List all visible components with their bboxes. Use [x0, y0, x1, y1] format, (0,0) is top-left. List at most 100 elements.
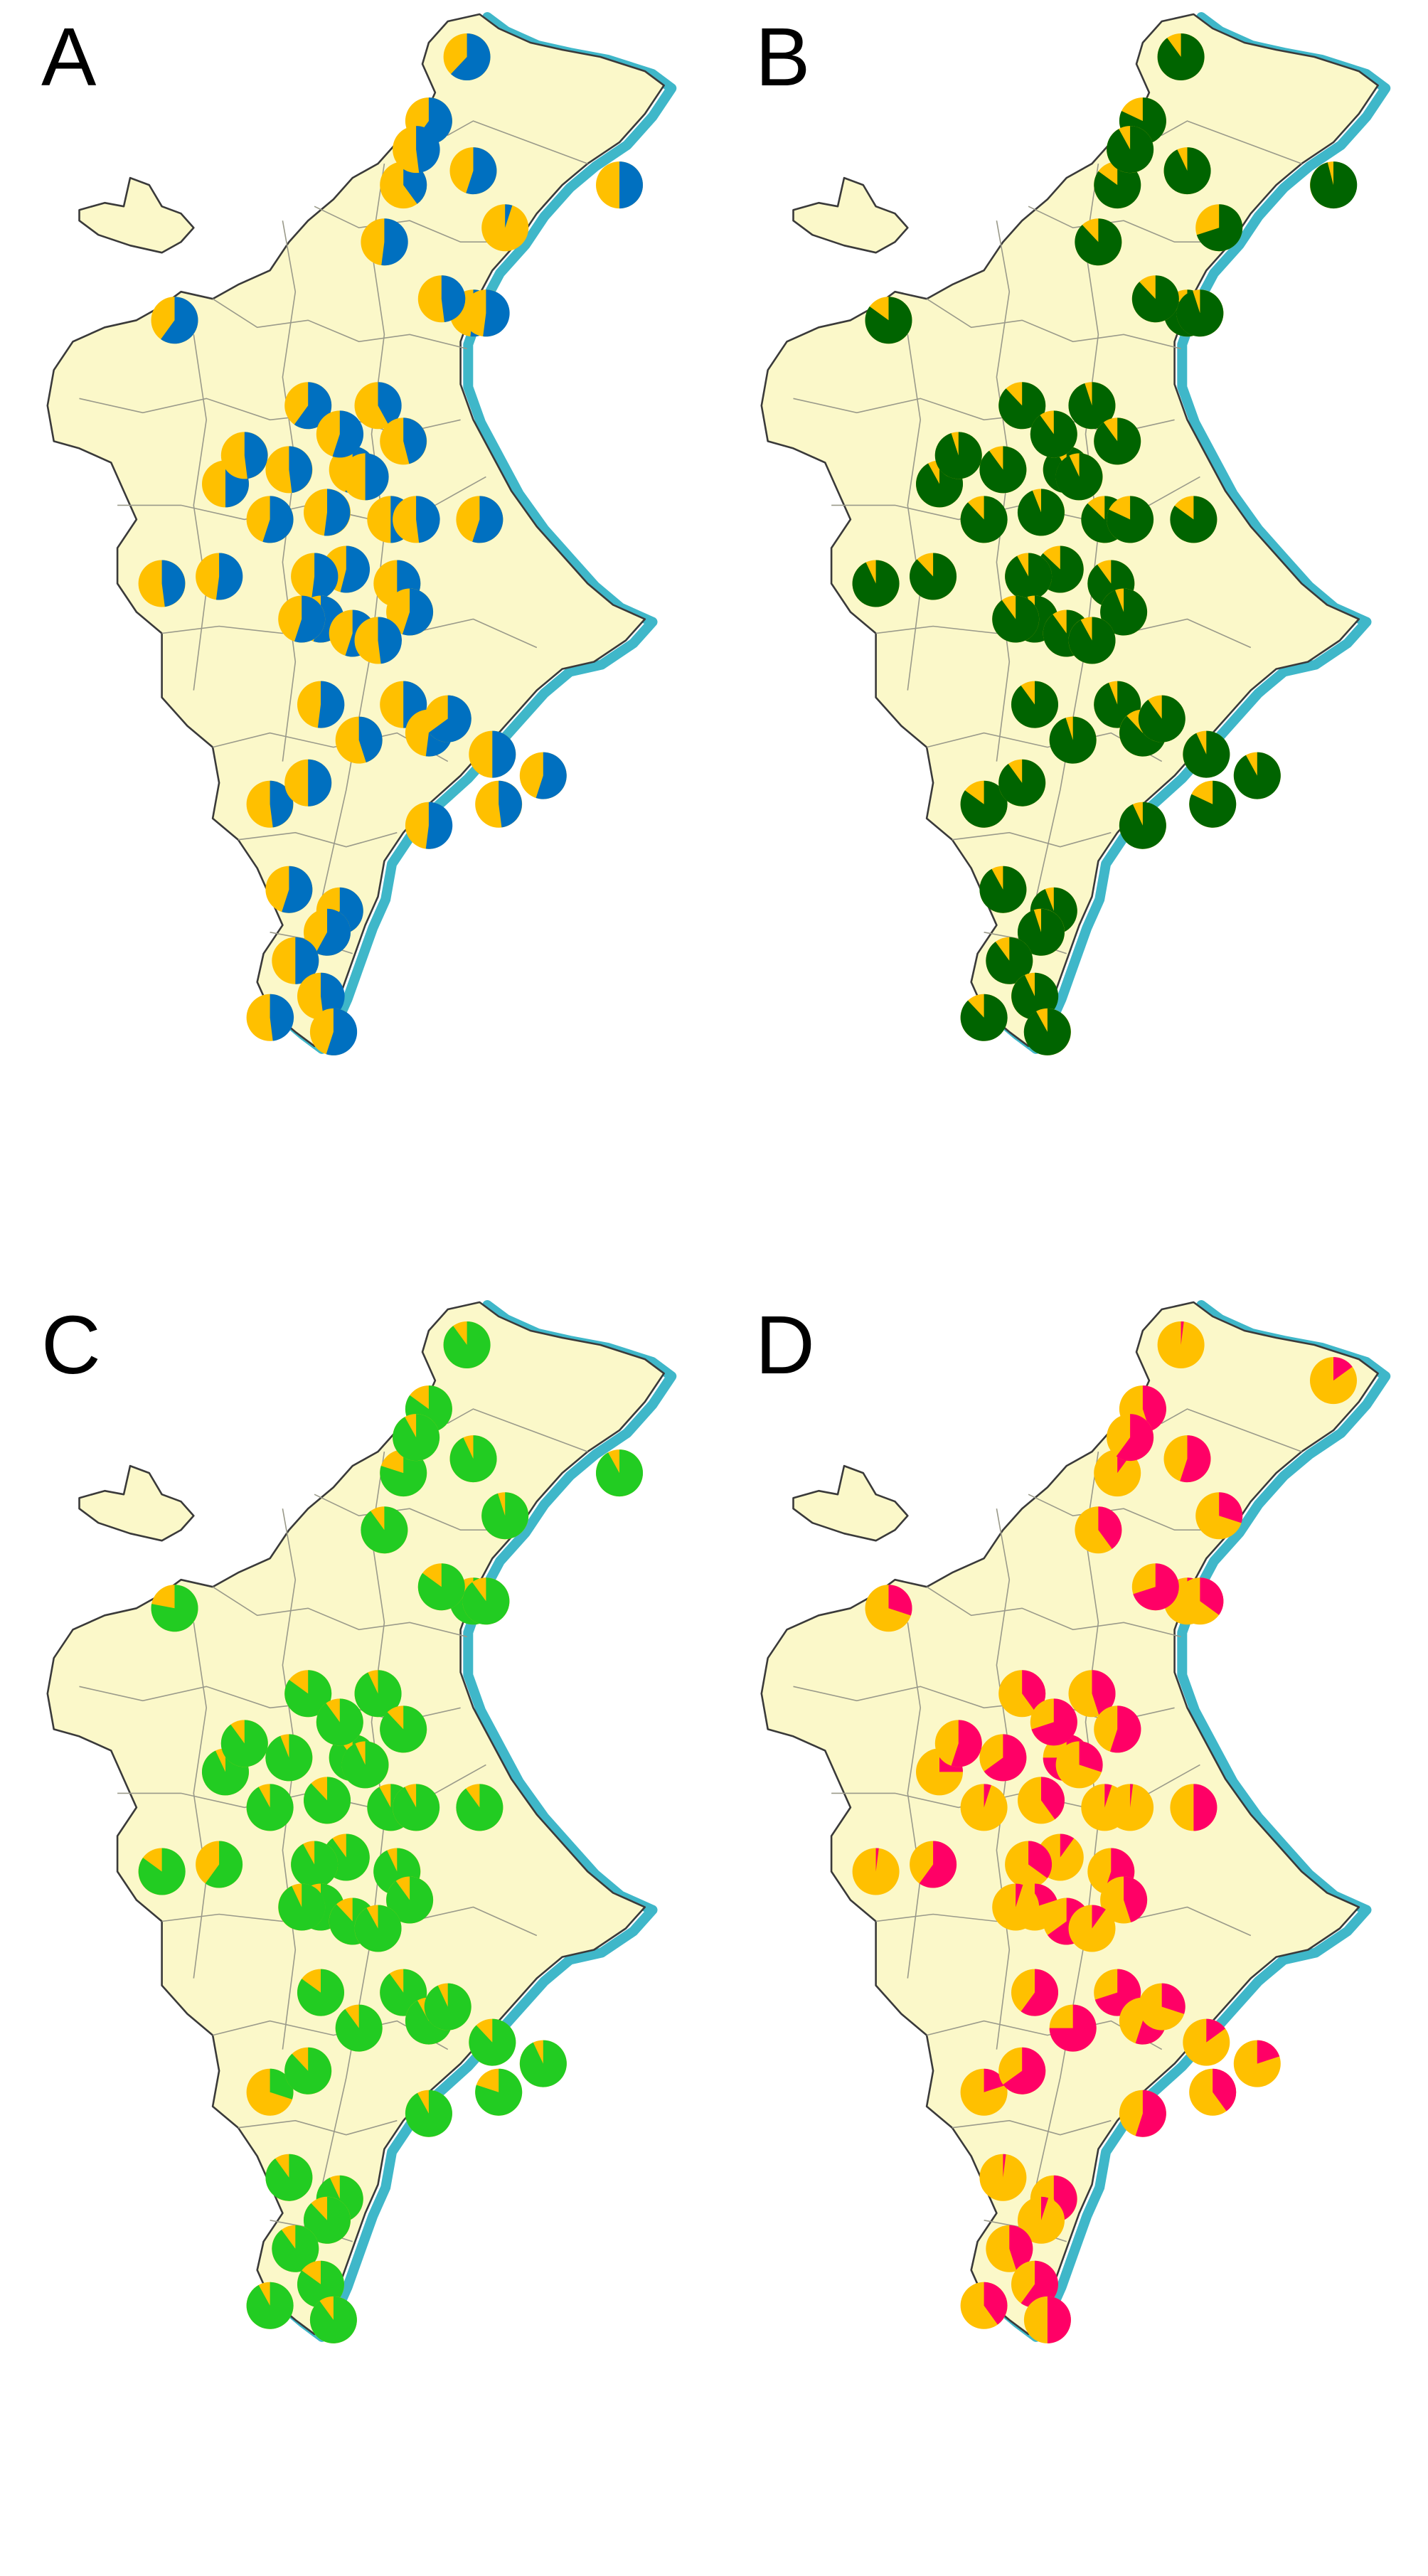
pie-slice-secondary	[205, 1841, 243, 1888]
pie-slice-secondary	[1098, 1506, 1122, 1549]
pie-slice-secondary	[1157, 33, 1205, 80]
pie-slice-secondary	[475, 2068, 523, 2116]
pie-slice-secondary	[1176, 289, 1224, 337]
pie-marker	[443, 33, 491, 80]
pie-marker	[303, 2196, 351, 2244]
pie-marker	[469, 2018, 516, 2066]
pie-marker	[979, 1734, 1027, 1782]
pie-marker	[354, 617, 403, 664]
pie-marker	[910, 1841, 957, 1888]
pie-slice-secondary	[244, 432, 268, 479]
pie-marker	[865, 297, 912, 344]
pie-slice-secondary	[246, 2282, 294, 2329]
pie-slice-secondary	[282, 866, 313, 913]
pie-slice-secondary	[1003, 2047, 1046, 2095]
pie-slice-secondary	[1124, 1876, 1148, 1922]
pie-marker	[151, 1585, 198, 1632]
pie-slice-secondary	[278, 1883, 326, 1931]
pie-marker	[1107, 1784, 1154, 1831]
pie-marker	[960, 994, 1008, 1041]
pie-slice-secondary	[1310, 161, 1358, 209]
pie-marker	[1138, 695, 1185, 743]
pie-marker	[1138, 1983, 1185, 2031]
pie-slice-secondary	[265, 2154, 313, 2201]
pie-slice-secondary	[472, 496, 503, 543]
pie-marker	[265, 446, 313, 494]
pie-slice-secondary	[451, 33, 491, 80]
pie-slice-secondary	[1009, 2225, 1033, 2272]
pie-marker	[934, 1720, 982, 1767]
pie-marker	[449, 147, 497, 195]
pie-slice-secondary	[1030, 410, 1077, 458]
pie-marker	[386, 1876, 434, 1924]
pie-marker	[386, 588, 434, 636]
pie-marker	[1107, 126, 1154, 174]
pie-marker	[354, 1905, 402, 1952]
pie-marker	[246, 2068, 294, 2116]
region-map	[46, 1301, 665, 2336]
pie-marker	[1011, 1969, 1058, 2016]
pie-slice-secondary	[220, 1720, 268, 1767]
pie-marker	[265, 866, 313, 913]
pie-marker	[1176, 1577, 1224, 1625]
pie-slice-secondary	[1031, 1698, 1077, 1746]
pie-slice-secondary	[386, 1876, 434, 1924]
pie-marker	[1310, 161, 1358, 209]
pie-marker	[1017, 489, 1065, 536]
enclave-map	[78, 176, 195, 254]
pie-slice-secondary	[1116, 1414, 1154, 1462]
pie-slice-secondary	[1049, 716, 1097, 764]
pie-slice-secondary	[297, 2260, 344, 2308]
pie-marker	[1023, 2296, 1071, 2343]
pie-marker	[960, 496, 1008, 543]
pie-slice-secondary	[1233, 752, 1281, 799]
panel-letter: B	[755, 11, 810, 103]
pie-slice-secondary	[998, 382, 1046, 430]
pie-slice-secondary	[1181, 1321, 1184, 1345]
pie-marker	[1023, 1008, 1071, 1055]
pie-marker	[519, 2040, 567, 2087]
pie-marker	[380, 1449, 427, 1497]
pie-marker	[1068, 617, 1116, 664]
pie-slice-secondary	[304, 1777, 351, 1824]
pie-marker	[220, 432, 268, 479]
pie-marker	[335, 2004, 383, 2052]
coast-shadow	[986, 1300, 1391, 2342]
pie-slice-secondary	[1189, 780, 1237, 828]
pie-marker	[1233, 752, 1281, 799]
pie-marker	[1189, 2068, 1237, 2116]
pie-marker	[417, 275, 466, 323]
pie-marker	[986, 2225, 1033, 2272]
pie-slice-secondary	[986, 937, 1033, 984]
pie-slice-secondary	[378, 617, 403, 664]
pie-marker	[1163, 1435, 1211, 1483]
pie-marker	[1049, 2004, 1097, 2052]
region-map	[46, 13, 665, 1048]
pie-marker	[1157, 33, 1205, 80]
pie-slice-secondary	[979, 866, 1027, 913]
pie-slice-secondary	[979, 446, 1027, 494]
pie-marker	[309, 2296, 357, 2343]
pie-slice-secondary	[1183, 730, 1230, 778]
pie-marker	[138, 1848, 186, 1895]
pie-slice-secondary	[960, 780, 1008, 828]
pie-marker	[1233, 2040, 1281, 2087]
pie-slice-secondary	[354, 1905, 402, 1952]
pie-slice-secondary	[1068, 617, 1116, 664]
pie-marker	[291, 553, 339, 600]
pie-marker	[380, 417, 427, 465]
pie-marker	[297, 681, 345, 728]
comarca-border	[907, 1622, 922, 1979]
panel-a: A	[41, 11, 677, 1055]
pie-slice-secondary	[1161, 1983, 1185, 2014]
pie-slice-secondary	[1170, 496, 1217, 543]
pie-marker	[1068, 1670, 1116, 1718]
pie-slice-secondary	[1035, 1883, 1057, 1907]
pie-slice-secondary	[161, 297, 198, 344]
panel-letter: D	[755, 1299, 815, 1391]
pie-slice-secondary	[262, 496, 294, 543]
pie-slice-secondary	[1016, 1883, 1023, 1907]
pie-marker	[1094, 1705, 1141, 1753]
pie-marker	[1049, 716, 1097, 764]
